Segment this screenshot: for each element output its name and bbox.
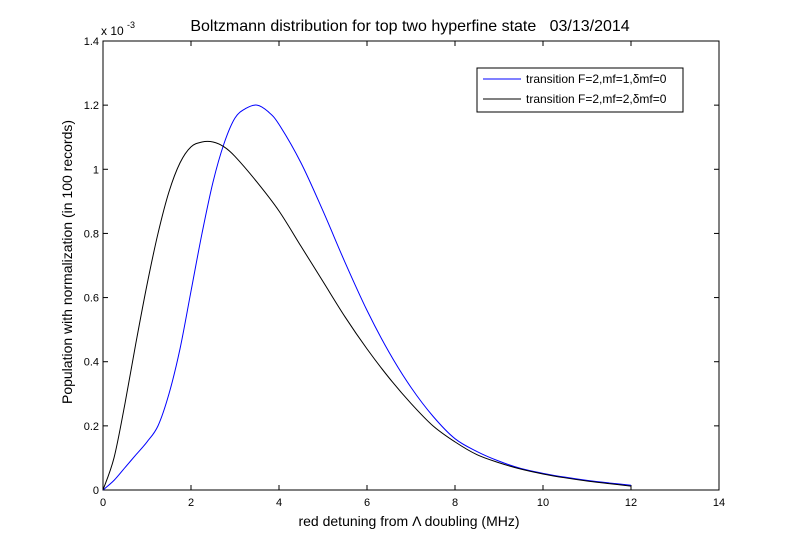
- legend-label-series-2: transition F=2,mf=2,δmf=0: [526, 92, 667, 106]
- legend: transition F=2,mf=1,δmf=0 transition F=2…: [476, 67, 684, 113]
- series-line-2: [102, 140, 632, 491]
- y-tick-label: 0: [93, 485, 99, 497]
- y-tick-label: 1.2: [84, 100, 99, 112]
- y-tick-label: 1.4: [84, 36, 99, 48]
- y-multiplier-exponent: -3: [127, 20, 135, 30]
- x-tick-label: 6: [364, 497, 370, 509]
- y-tick-label: 0.4: [84, 357, 99, 369]
- axes-box: [102, 40, 720, 491]
- plot-area: 0 2 4 6 8 10 12 14 0 0.2 0.4 0.6 0.8 1 1.2 1.4: [84, 36, 725, 509]
- y-tick-label: 0.6: [84, 293, 99, 305]
- x-tick-label: 8: [452, 497, 458, 509]
- x-tick-label: 2: [188, 497, 194, 509]
- series-group: [102, 104, 632, 491]
- y-axis-ticks: 0 0.2 0.4 0.6 0.8 1 1.2 1.4: [84, 36, 719, 497]
- legend-label-series-1: transition F=2,mf=1,δmf=0: [526, 72, 667, 86]
- chart-title: Boltzmann distribution for top two hyper…: [190, 18, 629, 35]
- y-tick-label: 0.8: [84, 228, 99, 240]
- y-axis-multiplier: x 10 -3: [101, 20, 135, 38]
- y-tick-label: 0.2: [84, 421, 99, 433]
- y-tick-label: 1: [93, 164, 99, 176]
- x-tick-label: 4: [276, 497, 282, 509]
- x-axis-label: red detuning from Λ doubling (MHz): [298, 513, 519, 529]
- x-tick-label: 12: [625, 497, 637, 509]
- x-tick-label: 14: [713, 497, 725, 509]
- legend-box: [476, 67, 684, 113]
- x-axis-ticks: 0 2 4 6 8 10 12 14: [100, 41, 725, 509]
- x-tick-label: 10: [537, 497, 549, 509]
- series-line-1: [102, 104, 632, 491]
- x-tick-label: 0: [100, 497, 106, 509]
- y-axis-label: Population with normalization (in 100 re…: [59, 120, 75, 404]
- y-multiplier-base: x 10: [101, 24, 124, 38]
